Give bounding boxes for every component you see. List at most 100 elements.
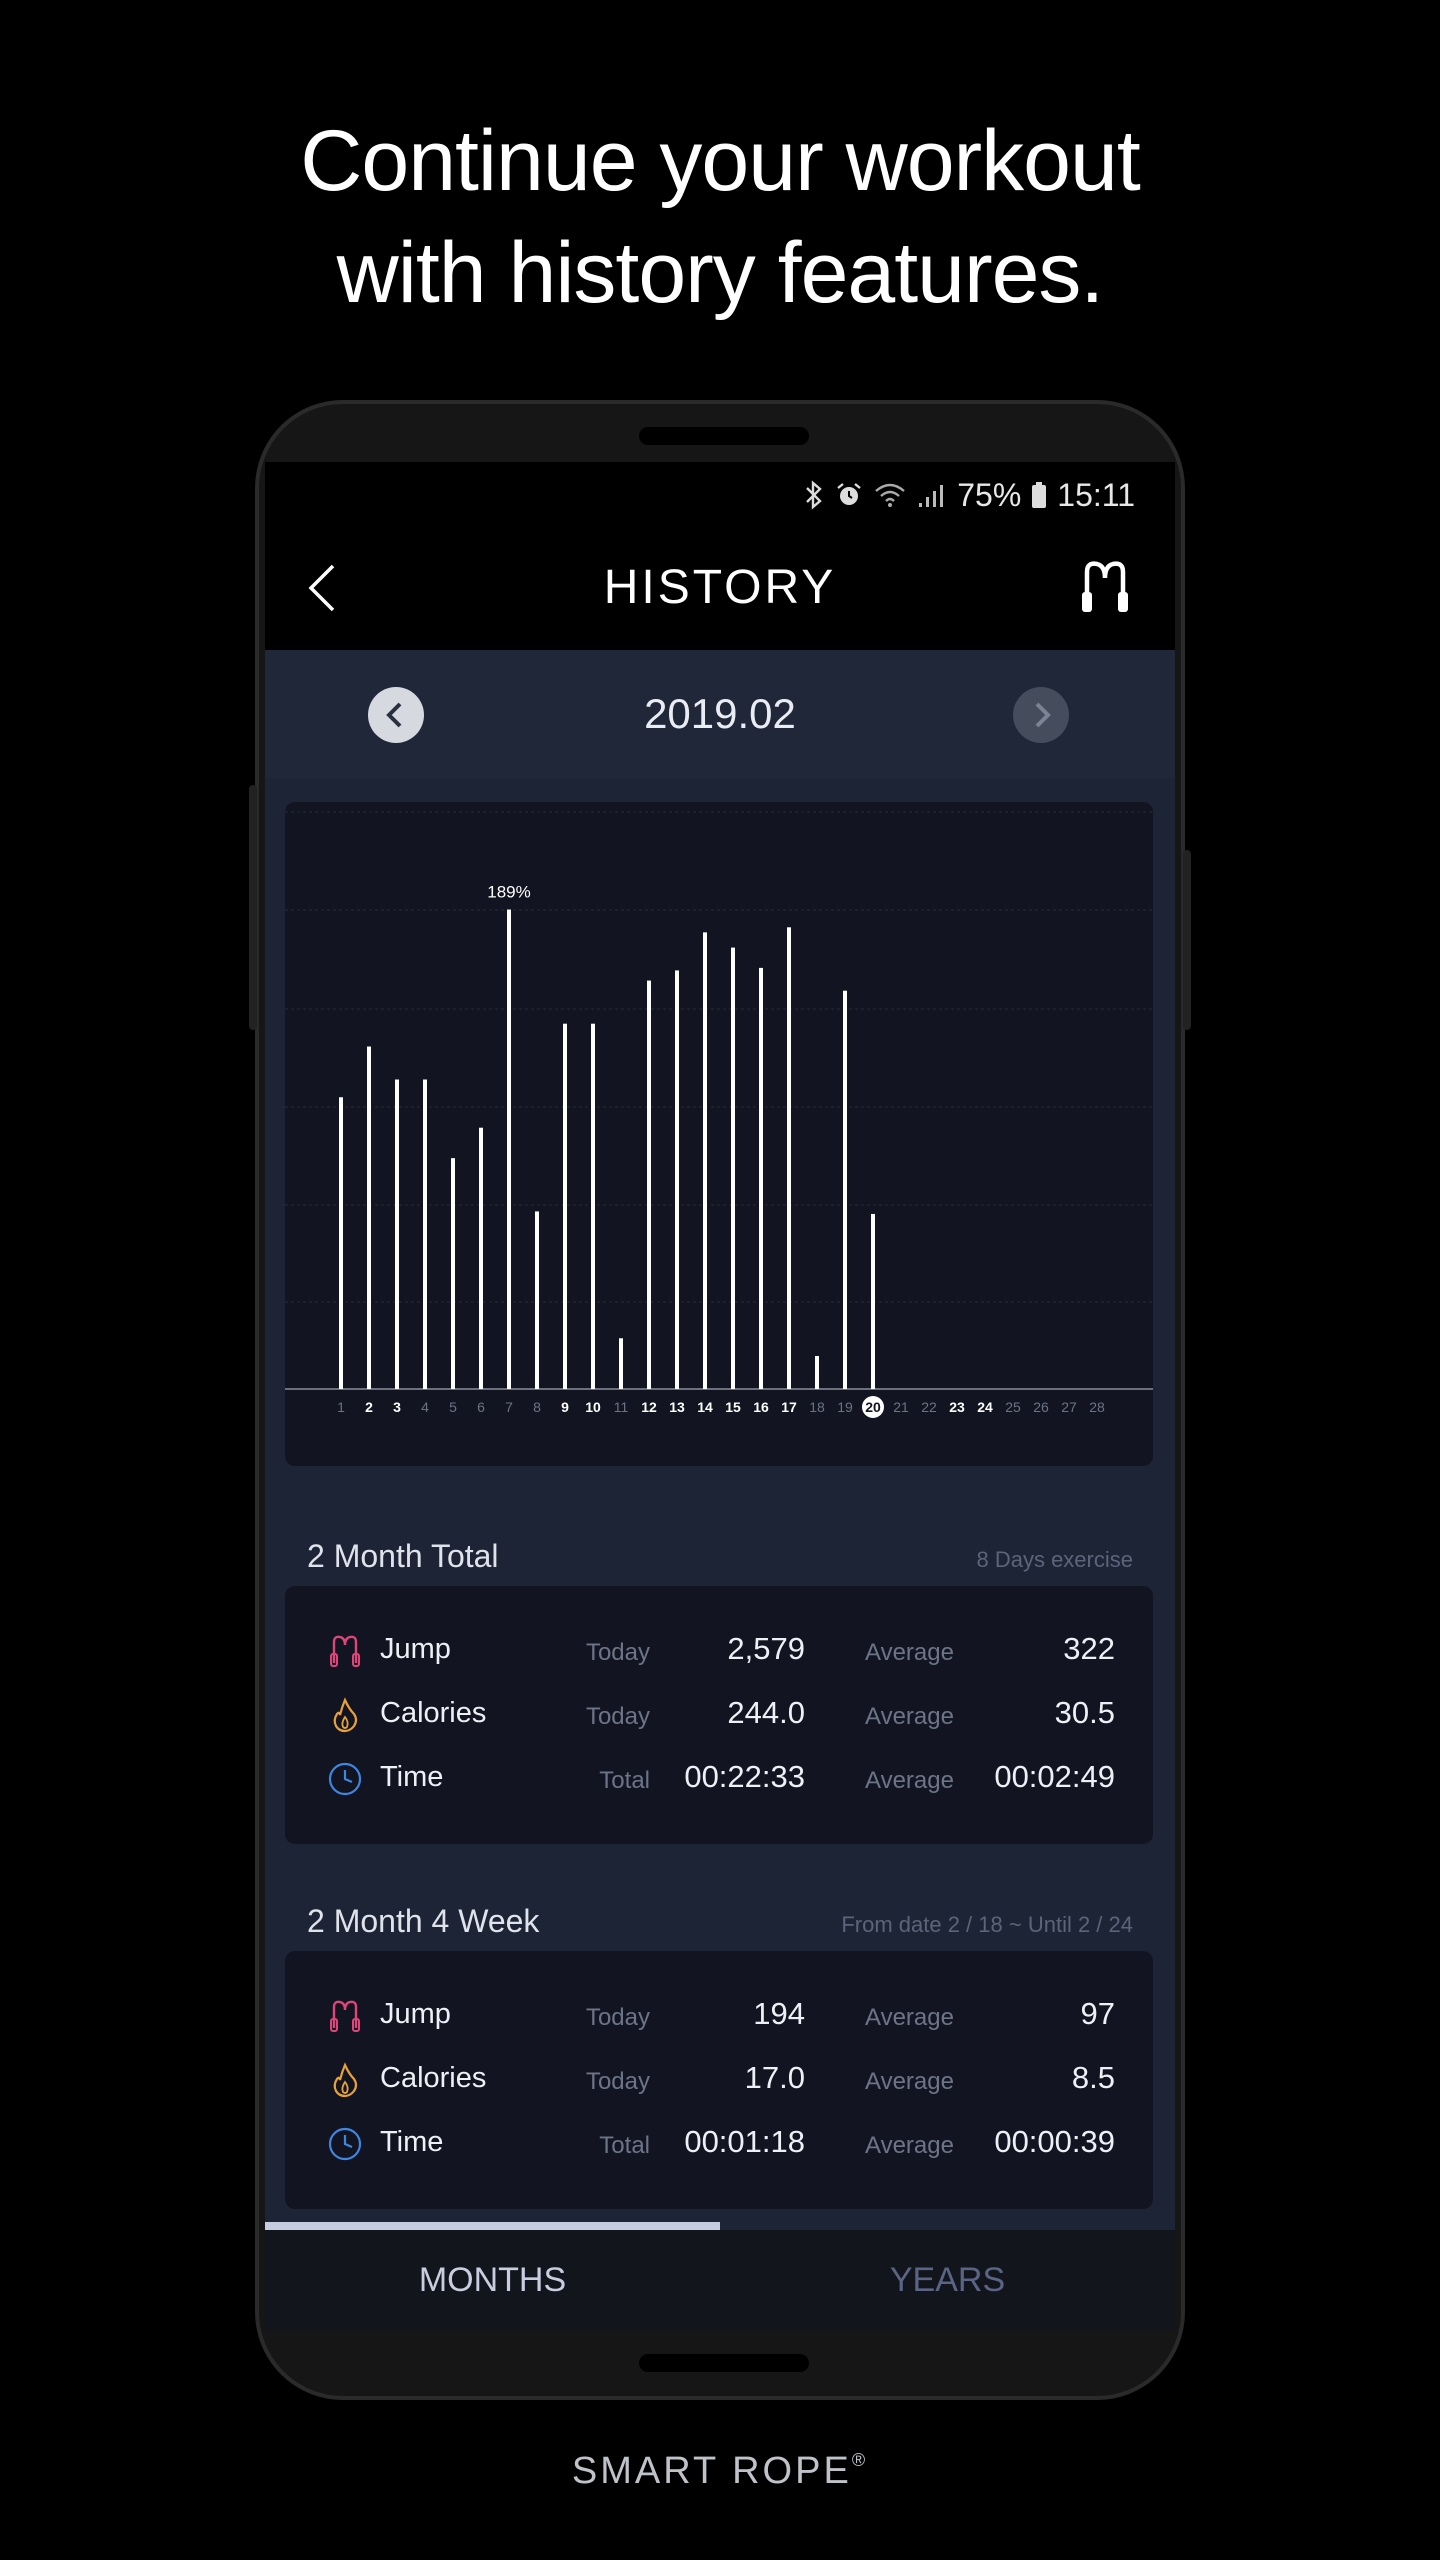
month-label: 2019.02 <box>644 690 796 737</box>
summary-note: 8 Days exercise <box>976 1547 1133 1572</box>
clock-icon <box>327 2126 363 2162</box>
flame-icon <box>327 2062 363 2098</box>
daily-jump-chart: 1 2 3 4 5 6 7 8 9 10 11 12 13 14 15 16 17 18 19 20 21 22 23 24 2… <box>285 811 1153 1418</box>
chart-bar[interactable] <box>395 1079 399 1389</box>
stat-row-jump: Jump Today 194 Average 97 <box>285 1984 1153 2048</box>
week-card: Jump Today 194 Average 97 Calories Today 17.0 Av… <box>285 1951 1153 2209</box>
jump-rope-icon <box>327 1633 363 1669</box>
chart-bar[interactable] <box>815 1356 819 1389</box>
chart-bar[interactable] <box>535 1211 539 1389</box>
chart-bar[interactable] <box>647 980 651 1389</box>
stat-name: Calories <box>380 1697 487 1729</box>
alarm-icon <box>837 483 861 505</box>
chart-tick-label: 16 <box>753 1399 769 1415</box>
chevron-left-icon <box>386 702 402 728</box>
chart-tick-label: 2 <box>365 1399 373 1415</box>
stat-value: 2,579 <box>727 1631 805 1666</box>
earpiece <box>639 427 809 445</box>
stat-row-calories: Calories Today 244.0 Average 30.5 <box>285 1683 1153 1747</box>
chart-bar[interactable] <box>843 990 847 1389</box>
chart-bar[interactable] <box>339 1097 343 1389</box>
chart-bar[interactable] <box>703 932 707 1389</box>
chart-tick-label: 14 <box>697 1399 713 1415</box>
chart-tick-label: 15 <box>725 1399 741 1415</box>
brand-mark: ® <box>851 2450 869 2470</box>
stat-period-label: Total <box>599 2132 650 2159</box>
stat-value: 194 <box>753 1996 805 2031</box>
next-month-button[interactable] <box>1013 687 1069 743</box>
chart-tick-label: 5 <box>449 1399 457 1415</box>
stat-name: Time <box>380 1761 444 1793</box>
stat-row-time: Time Total 00:01:18 Average 00:00:39 <box>285 2112 1153 2176</box>
stat-average-value: 322 <box>1063 1631 1115 1666</box>
clock-icon <box>327 1761 363 1797</box>
chevron-right-icon <box>1035 702 1051 728</box>
jump-rope-button[interactable] <box>1075 558 1135 618</box>
signal-icon <box>919 485 944 507</box>
stat-value: 17.0 <box>744 2060 805 2095</box>
chart-bar[interactable] <box>787 927 791 1389</box>
stat-period-label: Today <box>585 1703 650 1730</box>
chart-bar[interactable] <box>479 1127 483 1389</box>
chart-tick-label: 9 <box>561 1399 569 1415</box>
bottom-speaker <box>639 2354 809 2372</box>
chart-tick-label: 19 <box>837 1399 853 1415</box>
chart-bar[interactable] <box>423 1079 427 1389</box>
chart-bar[interactable] <box>759 967 763 1389</box>
stat-value: 244.0 <box>727 1695 805 1730</box>
jump-rope-icon <box>327 1998 363 2034</box>
history-chart-card: 1 2 3 4 5 6 7 8 9 10 11 12 13 14 15 16 17 18 19 20 21 22 23 24 2… <box>285 802 1153 1466</box>
chart-tick-label: 1 <box>337 1399 345 1415</box>
prev-month-button[interactable] <box>368 687 424 743</box>
wifi-icon <box>875 483 906 507</box>
stat-average-value: 00:02:49 <box>994 1759 1115 1794</box>
chart-bar[interactable] <box>507 909 511 1389</box>
chart-tick-label: 10 <box>585 1399 601 1415</box>
stat-average-label: Average <box>865 2068 954 2095</box>
chart-tick-label: 17 <box>781 1399 797 1415</box>
promo-headline: Continue your workout with history featu… <box>0 105 1440 329</box>
week-title: 2 Month 4 Week <box>307 1903 540 1939</box>
chart-bar[interactable] <box>675 970 679 1389</box>
stat-average-value: 30.5 <box>1054 1695 1115 1730</box>
chart-tick-label: 25 <box>1005 1399 1021 1415</box>
stat-average-value: 00:00:39 <box>994 2124 1115 2159</box>
stat-average-value: 97 <box>1080 1996 1115 2031</box>
stat-row-time: Time Total 00:22:33 Average 00:02:49 <box>285 1747 1153 1811</box>
tab-indicator <box>265 2222 720 2230</box>
stat-period-label: Today <box>585 1639 650 1666</box>
week-note: From date 2 / 18 ~ Until 2 / 24 <box>841 1912 1133 1937</box>
back-button[interactable] <box>295 558 355 618</box>
chart-tick-label: 8 <box>533 1399 541 1415</box>
chart-bar[interactable] <box>563 1023 567 1389</box>
status-bar: 75% 15:11 <box>265 462 1175 528</box>
chart-bar[interactable] <box>871 1213 875 1389</box>
chart-tick-label: 22 <box>921 1399 937 1415</box>
headline-line-2: with history features. <box>336 225 1105 321</box>
chart-tick-label: 4 <box>421 1399 429 1415</box>
bluetooth-icon <box>806 480 823 510</box>
chart-tick-label: 3 <box>393 1399 401 1415</box>
chart-tick-label: 18 <box>809 1399 825 1415</box>
chart-bar[interactable] <box>451 1158 455 1389</box>
chart-tick-label: 13 <box>669 1399 685 1415</box>
chart-tick-label: 28 <box>1089 1399 1105 1415</box>
chart-tick-label: 20 <box>865 1399 881 1415</box>
stat-average-value: 8.5 <box>1071 2060 1115 2095</box>
tab-months[interactable]: MONTHS <box>418 2261 567 2299</box>
chart-bar[interactable] <box>731 947 735 1389</box>
chart-bar[interactable] <box>591 1023 595 1389</box>
stat-average-label: Average <box>865 1767 954 1794</box>
headline-line-1: Continue your workout <box>300 113 1140 209</box>
stat-name: Time <box>380 2126 444 2158</box>
bottom-tab-bar: MONTHS YEARS <box>265 2222 1175 2330</box>
history-content: 2019.02 1 2 3 4 5 6 7 8 9 10 11 12 13 14 15 16 17 18 19 20 2… <box>265 650 1175 2230</box>
chart-bar[interactable] <box>619 1338 623 1389</box>
stat-name: Jump <box>380 1998 451 2030</box>
tab-years[interactable]: YEARS <box>889 2261 1006 2299</box>
stat-average-label: Average <box>865 2004 954 2031</box>
side-button-left <box>249 785 257 1030</box>
chart-bar[interactable] <box>367 1046 371 1389</box>
stat-period-label: Today <box>585 2068 650 2095</box>
jump-rope-icon <box>1082 561 1128 612</box>
